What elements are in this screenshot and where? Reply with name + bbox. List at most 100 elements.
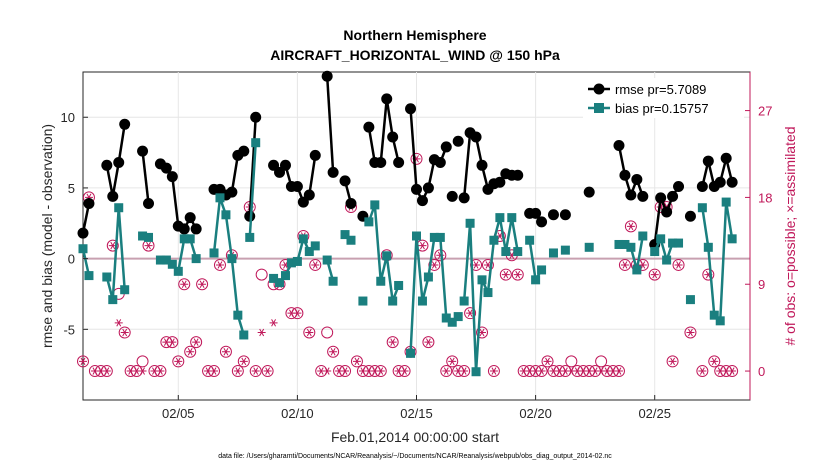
- bias-point: [614, 239, 624, 249]
- bias-point: [584, 242, 594, 252]
- obs-assimilated-marker: [626, 222, 635, 231]
- obs-possible-marker: [184, 345, 197, 358]
- rmse-point: [655, 192, 667, 204]
- rmse-point: [547, 209, 559, 221]
- rmse-point: [661, 206, 673, 218]
- bias-point: [102, 272, 112, 282]
- bias-point: [78, 244, 88, 254]
- bias-point: [709, 310, 719, 320]
- obs-assimilated-marker: [311, 261, 320, 269]
- bias-point: [269, 273, 279, 283]
- rmse-point: [446, 190, 458, 202]
- obs-assimilated-marker: [233, 367, 242, 375]
- obs-possible-marker: [422, 336, 435, 349]
- bias-point: [406, 348, 416, 358]
- obs-possible-marker: [321, 326, 334, 339]
- obs-assimilated-marker: [638, 261, 647, 269]
- rmse-point: [720, 152, 732, 164]
- rmse-point: [83, 197, 95, 209]
- bias-point: [525, 235, 535, 245]
- bias-point: [298, 234, 308, 244]
- rmse-point: [107, 190, 119, 202]
- y-tick-label-left: -5: [63, 322, 75, 337]
- obs-assimilated-marker: [513, 270, 522, 279]
- chart-title-line2: AIRCRAFT_HORIZONTAL_WIND @ 150 hPa: [270, 47, 560, 63]
- obs-possible-marker: [249, 365, 262, 378]
- obs-assimilated-marker: [263, 367, 272, 375]
- bias-line: [105, 207, 126, 300]
- bias-point: [495, 213, 505, 223]
- obs-assimilated-marker: [102, 367, 111, 375]
- x-tick-label: 02/10: [281, 406, 314, 421]
- bias-point: [453, 312, 463, 322]
- obs-assimilated-marker: [710, 357, 719, 366]
- legend-bias-label: bias pr=0.15757: [615, 101, 709, 116]
- y-tick-label-right: 9: [758, 277, 765, 292]
- obs-possible-marker: [237, 355, 250, 368]
- rmse-point: [440, 141, 452, 153]
- rmse-point: [405, 103, 417, 115]
- bias-point: [501, 247, 511, 257]
- obs-assimilated-marker: [543, 357, 552, 366]
- obs-assimilated-marker: [620, 261, 629, 269]
- obs-assimilated-marker: [269, 319, 278, 327]
- rmse-point: [422, 182, 434, 194]
- obs-possible-marker: [410, 152, 423, 165]
- rmse-point: [613, 140, 625, 152]
- bias-point: [358, 296, 368, 306]
- obs-assimilated-marker: [501, 270, 510, 279]
- bias-point: [626, 242, 636, 252]
- bias-point: [286, 258, 296, 268]
- rmse-point: [250, 111, 262, 123]
- obs-assimilated-marker: [174, 357, 183, 366]
- obs-assimilated-marker: [221, 348, 230, 356]
- rmse-point: [113, 156, 125, 168]
- bias-point: [233, 310, 243, 320]
- rmse-point: [77, 227, 89, 239]
- obs-possible-marker: [136, 355, 149, 368]
- rmse-point: [452, 135, 464, 147]
- rmse-point: [637, 190, 649, 202]
- obs-possible-marker: [666, 355, 679, 368]
- rmse-point: [137, 145, 149, 157]
- bias-point: [304, 247, 314, 257]
- bias-point: [161, 255, 171, 265]
- rmse-point: [673, 181, 685, 193]
- bias-point: [560, 245, 570, 255]
- bias-point: [138, 231, 148, 241]
- x-axis-label: Feb.01,2014 00:00:00 start: [331, 429, 499, 445]
- bias-point: [471, 367, 481, 377]
- bias-point: [685, 295, 695, 305]
- bias-point: [209, 248, 219, 258]
- bias-point: [227, 254, 237, 264]
- bias-point: [441, 313, 451, 323]
- axes: 02/05 02/10 02/15 02/20 02/25 -5 0 5 10 0 9 18 27: [61, 72, 772, 421]
- plot-series: [77, 70, 739, 378]
- rmse-point: [309, 149, 321, 161]
- obs-possible-marker: [648, 268, 661, 281]
- bias-point: [310, 241, 320, 251]
- rmse-line: [105, 124, 126, 197]
- rmse-point: [684, 210, 696, 222]
- rmse-point: [190, 223, 202, 235]
- bias-point: [144, 232, 154, 242]
- bias-point: [507, 213, 517, 223]
- obs-assimilated-marker: [323, 367, 332, 375]
- obs-possible-marker: [386, 336, 399, 349]
- rmse-point: [416, 195, 428, 207]
- bias-point: [447, 317, 457, 327]
- obs-assimilated-marker: [352, 357, 361, 366]
- rmse-point: [279, 159, 291, 171]
- bias-point: [191, 254, 201, 264]
- bias-point: [638, 231, 648, 241]
- bias-point: [412, 231, 421, 241]
- obs-possible-marker: [684, 326, 697, 339]
- obs-possible-marker: [440, 365, 453, 378]
- y-tick-label-left: 5: [68, 181, 75, 196]
- bias-point: [656, 234, 666, 244]
- bias-point: [668, 238, 678, 248]
- obs-possible-marker: [303, 326, 316, 339]
- rmse-point: [726, 176, 738, 188]
- bias-point: [483, 288, 493, 298]
- bias-point: [388, 296, 398, 306]
